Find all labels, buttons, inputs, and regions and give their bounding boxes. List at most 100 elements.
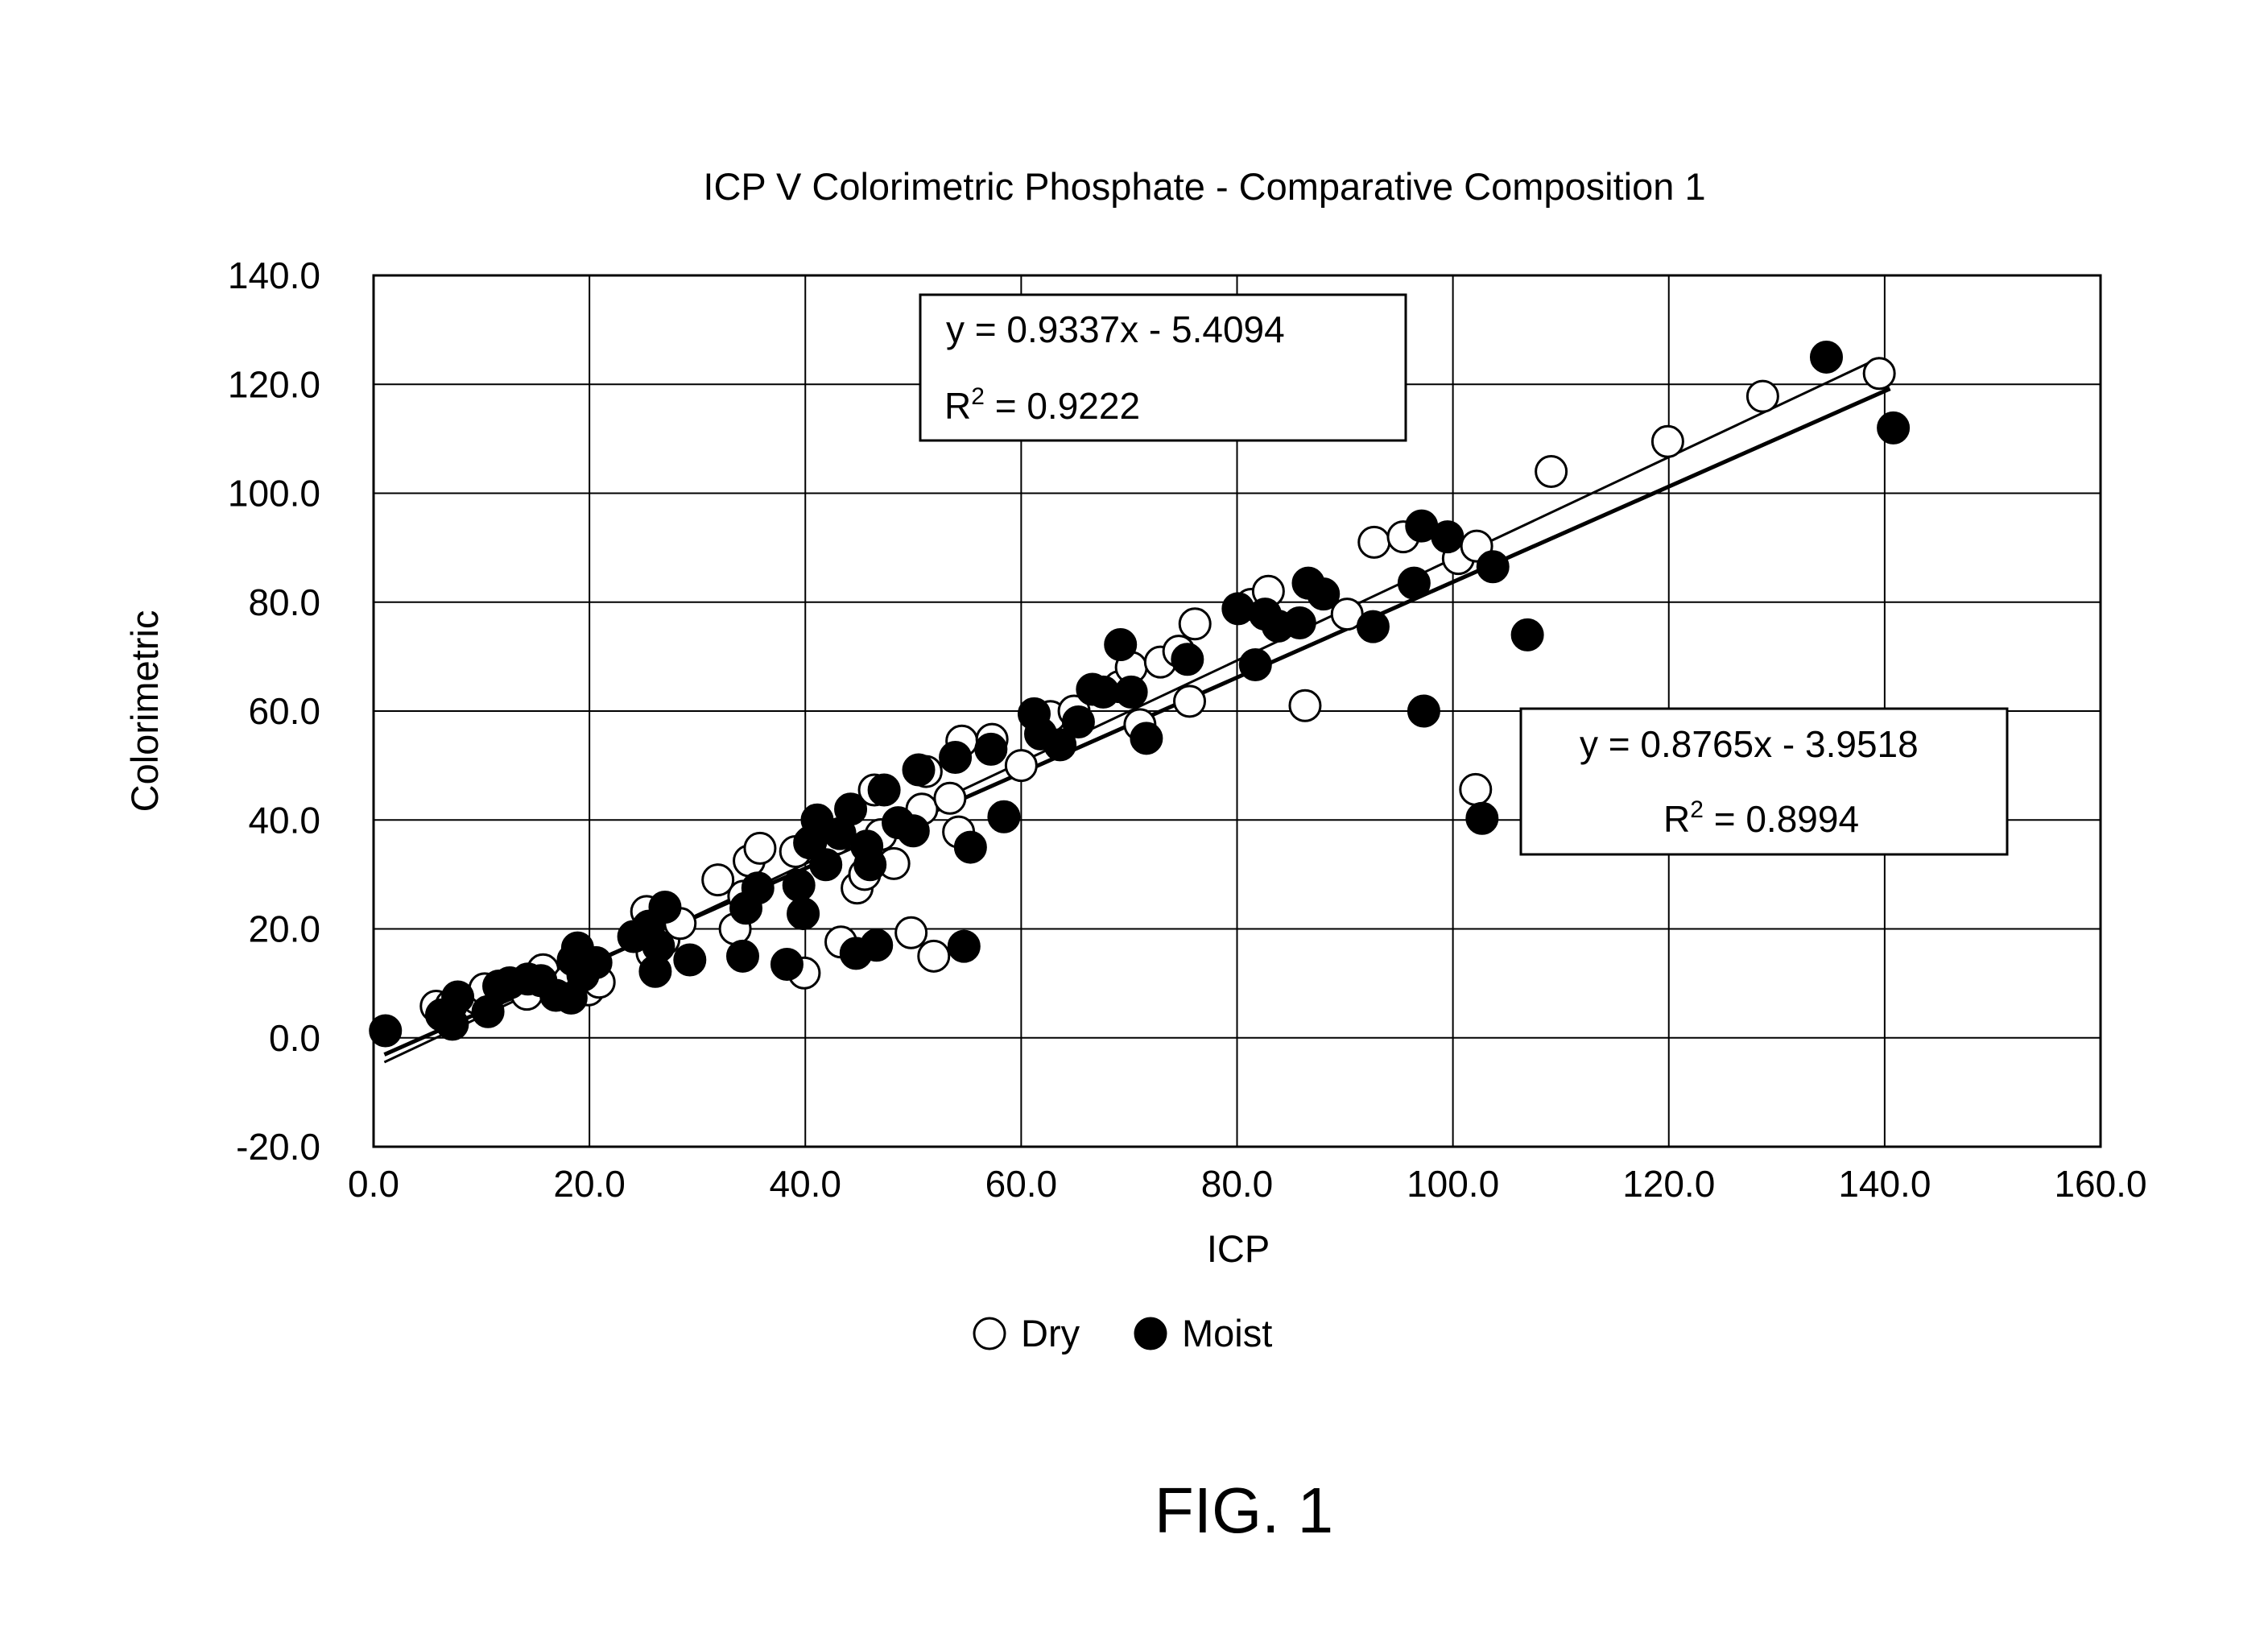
point-dry xyxy=(933,781,967,815)
plot-area-frame xyxy=(372,274,2102,1148)
point-dry xyxy=(917,939,951,973)
moist-equation-box: y = 0.8765x - 3.9518 R2 = 0.8994 xyxy=(1519,707,2009,856)
y-tick-label: 60.0 xyxy=(248,690,320,732)
moist-r-squared-superscript: 2 xyxy=(1690,796,1704,823)
y-tick-label: 20.0 xyxy=(248,908,320,950)
point-dry xyxy=(1535,454,1568,488)
point-moist xyxy=(987,800,1021,833)
point-dry xyxy=(1650,424,1684,458)
point-moist xyxy=(1356,610,1390,643)
dry-equation-box: y = 0.9337x - 5.4094 R2 = 0.9222 xyxy=(919,293,1407,442)
point-dry xyxy=(1862,357,1896,391)
point-dry xyxy=(743,831,777,865)
y-tick-label: 100.0 xyxy=(228,473,320,515)
point-moist xyxy=(902,753,936,787)
point-dry xyxy=(701,863,735,897)
point-moist xyxy=(1104,627,1138,661)
point-moist xyxy=(896,814,930,848)
point-moist xyxy=(725,939,759,973)
point-moist xyxy=(1114,675,1148,709)
point-moist xyxy=(1397,566,1431,600)
moist-equation-frame xyxy=(1519,707,2009,856)
point-moist xyxy=(1283,606,1316,639)
point-dry xyxy=(1173,684,1207,718)
dry-r-squared-text: R2 = 0.9222 xyxy=(944,383,1140,427)
point-moist xyxy=(1510,618,1544,651)
point-moist xyxy=(1877,411,1911,445)
point-moist xyxy=(1476,550,1510,584)
x-tick-label: 40.0 xyxy=(769,1163,841,1205)
point-dry xyxy=(1288,689,1322,722)
y-tick-label: -20.0 xyxy=(236,1126,320,1168)
point-moist xyxy=(867,773,901,807)
legend-dry-marker xyxy=(973,1317,1006,1350)
x-tick-label: 160.0 xyxy=(2054,1163,2146,1205)
y-tick-label: 40.0 xyxy=(248,799,320,841)
y-tick-label: 0.0 xyxy=(269,1017,320,1059)
x-axis-tick-labels: 0.0 20.0 40.0 60.0 80.0 100.0 120.0 140.0 160.0 xyxy=(348,1163,2147,1205)
point-moist xyxy=(1061,705,1095,739)
point-moist xyxy=(1465,801,1499,835)
point-moist xyxy=(441,980,475,1014)
point-dry xyxy=(894,916,928,949)
point-moist xyxy=(834,792,868,826)
point-moist xyxy=(579,945,613,979)
y-tick-label: 140.0 xyxy=(228,254,320,296)
moist-r-squared-text: R2 = 0.8994 xyxy=(1663,796,1859,840)
point-moist xyxy=(1171,643,1204,676)
point-moist xyxy=(939,740,973,774)
point-moist xyxy=(953,830,987,864)
point-dry xyxy=(1004,749,1038,783)
point-moist xyxy=(1307,577,1341,611)
x-tick-label: 100.0 xyxy=(1407,1163,1499,1205)
point-moist xyxy=(947,929,981,963)
point-moist xyxy=(853,848,887,882)
point-moist xyxy=(1809,340,1843,374)
x-tick-label: 0.0 xyxy=(348,1163,399,1205)
chart-legend: Dry Moist xyxy=(973,1312,1272,1354)
point-moist xyxy=(1221,592,1255,626)
point-moist xyxy=(1407,694,1440,728)
point-moist xyxy=(648,890,682,924)
y-axis-label: Colorimetric xyxy=(123,610,166,813)
point-dry xyxy=(1178,607,1212,641)
point-dry xyxy=(1745,379,1779,413)
legend-moist-marker xyxy=(1134,1317,1167,1350)
dry-equation-frame xyxy=(919,293,1407,442)
point-moist xyxy=(436,1007,469,1041)
point-moist xyxy=(642,929,675,963)
point-moist xyxy=(787,897,820,931)
x-tick-label: 80.0 xyxy=(1201,1163,1274,1205)
legend-moist-label: Moist xyxy=(1182,1312,1272,1354)
x-tick-label: 140.0 xyxy=(1838,1163,1931,1205)
y-tick-label: 120.0 xyxy=(228,363,320,405)
x-tick-label: 120.0 xyxy=(1622,1163,1715,1205)
point-moist xyxy=(1238,648,1272,682)
point-moist xyxy=(741,871,775,905)
moist-equation-text: y = 0.8765x - 3.9518 xyxy=(1580,723,1919,765)
point-dry xyxy=(1357,525,1391,559)
point-moist xyxy=(1086,675,1120,709)
data-points xyxy=(369,340,1911,1048)
y-tick-label: 80.0 xyxy=(248,581,320,623)
y-axis-tick-labels: 140.0 120.0 100.0 80.0 60.0 40.0 20.0 0.0 -20.0 xyxy=(228,254,320,1168)
x-tick-label: 20.0 xyxy=(553,1163,626,1205)
point-moist xyxy=(860,928,894,962)
x-axis-label: ICP xyxy=(1207,1227,1270,1270)
point-moist xyxy=(974,732,1008,766)
point-moist xyxy=(1130,722,1163,755)
legend-dry-label: Dry xyxy=(1021,1312,1080,1354)
point-moist xyxy=(369,1014,403,1048)
x-tick-label: 60.0 xyxy=(985,1163,1058,1205)
point-moist xyxy=(1043,728,1077,762)
point-moist xyxy=(673,943,707,977)
point-dry xyxy=(1459,772,1493,806)
figure-label: FIG. 1 xyxy=(1154,1474,1334,1546)
point-moist xyxy=(1431,520,1464,554)
point-moist xyxy=(770,947,804,981)
point-moist xyxy=(782,868,816,902)
dry-r-squared-superscript: 2 xyxy=(971,383,985,410)
chart-title: ICP V Colorimetric Phosphate - Comparati… xyxy=(703,165,1705,208)
